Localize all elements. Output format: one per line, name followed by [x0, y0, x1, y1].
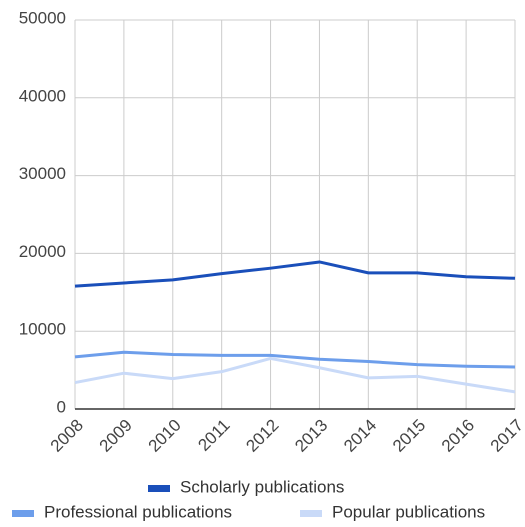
y-tick-label: 10000	[19, 320, 66, 339]
x-tick-label: 2017	[487, 416, 525, 456]
y-tick-label: 40000	[19, 86, 66, 105]
y-tick-label: 20000	[19, 242, 66, 261]
series-line	[74, 350, 516, 369]
legend-swatch	[148, 485, 170, 492]
x-tick-label: 2014	[340, 416, 380, 456]
x-tick-label: 2013	[291, 416, 331, 456]
x-tick-label: 2011	[194, 416, 233, 455]
legend-label: Scholarly publications	[180, 477, 344, 496]
grid	[74, 19, 516, 410]
x-tick-label: 2009	[96, 416, 136, 456]
legend: Scholarly publications Professional publi…	[12, 477, 485, 521]
y-tick-label: 30000	[19, 164, 66, 183]
legend-swatch	[12, 510, 34, 517]
legend-label: Professional publications	[44, 502, 232, 521]
y-tick-label: 0	[57, 397, 66, 416]
x-tick-label: 2012	[242, 416, 282, 456]
series-line	[74, 356, 516, 394]
legend-swatch	[300, 510, 322, 517]
x-tick-label: 2008	[47, 416, 87, 456]
legend-label: Popular publications	[332, 502, 485, 521]
x-tick-label: 2016	[438, 416, 478, 456]
series-line	[74, 260, 516, 288]
y-tick-label: 50000	[19, 8, 66, 27]
x-tick-label: 2010	[145, 416, 185, 456]
x-tick-label: 2015	[389, 416, 429, 456]
lines	[74, 260, 516, 394]
